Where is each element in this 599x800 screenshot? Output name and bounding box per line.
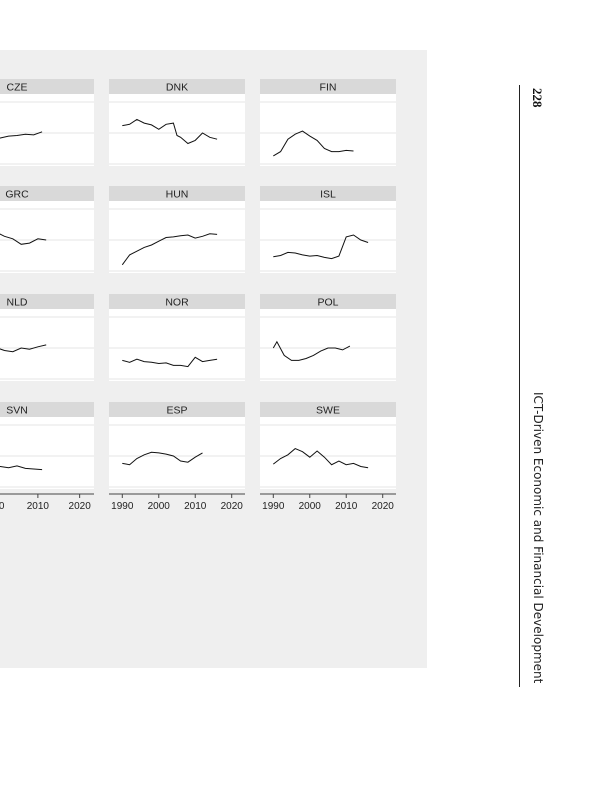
panel-title-band	[109, 186, 245, 201]
panel-title-band	[0, 79, 94, 94]
running-head	[515, 85, 545, 687]
panel-title: ESP	[166, 405, 187, 417]
x-tick-label: 2000	[148, 501, 171, 512]
panel-title: SVN	[6, 405, 28, 417]
panel-title: FIN	[320, 82, 337, 94]
x-tick-label: 2020	[221, 501, 244, 512]
panel-title-band	[0, 186, 94, 201]
panel-title-band	[260, 79, 396, 94]
x-tick-label: 2020	[69, 501, 92, 512]
x-tick-label: 2010	[335, 501, 358, 512]
vertical-rule	[519, 85, 520, 687]
panel-title: DNK	[166, 82, 188, 94]
series-line-isl	[273, 234, 369, 260]
panel-title-band	[260, 294, 396, 309]
series-line-dnk	[122, 118, 218, 145]
panel-title: SWE	[316, 405, 340, 417]
series-line-swe	[272, 448, 369, 469]
x-tick-label: 2010	[27, 501, 50, 512]
panel-title-band	[260, 402, 396, 417]
panel-title-band	[0, 402, 94, 417]
panel-title-band	[109, 79, 245, 94]
x-tick-label: 1990	[262, 501, 285, 512]
series-line-pol	[272, 340, 351, 361]
panel-title-band	[0, 294, 94, 309]
panel-title: CZE	[7, 82, 28, 94]
x-tick-label: 2000	[299, 501, 322, 512]
series-line-nld	[0, 344, 47, 353]
panel-title: HUN	[166, 189, 189, 201]
x-tick-label: 1990	[111, 501, 134, 512]
series-line-fin	[273, 130, 354, 157]
series-line-esp	[122, 451, 203, 466]
panel-title: ISL	[320, 189, 336, 201]
small-multiples-chart: CZE DNK FIN GRC HUN ISL NLD NOR POL SVN ESP SWE 000 2…	[0, 79, 396, 512]
panel-title: GRC	[5, 189, 29, 201]
panel-title-band	[260, 186, 396, 201]
x-tick-label: 2010	[184, 501, 207, 512]
page-number: 228	[530, 88, 545, 108]
series-line-cze	[0, 131, 43, 139]
panel-title-band	[109, 294, 245, 309]
x-tick-label: 2020	[372, 501, 395, 512]
panel-title-band	[109, 402, 245, 417]
x-tick-label: 000	[0, 501, 5, 512]
running-title: ICT-Driven Economic and Financial Develo…	[531, 392, 545, 684]
panel-title: NLD	[6, 297, 27, 309]
series-line-svn	[0, 465, 43, 471]
series-line-grc	[0, 233, 47, 245]
figure-panel: CZE DNK FIN GRC HUN ISL NLD NOR POL SVN ESP SWE 000 2…	[0, 50, 427, 668]
panel-title: POL	[317, 297, 338, 309]
series-line-hun	[121, 233, 218, 266]
series-line-nor	[122, 356, 218, 368]
panel-title: NOR	[165, 297, 189, 309]
